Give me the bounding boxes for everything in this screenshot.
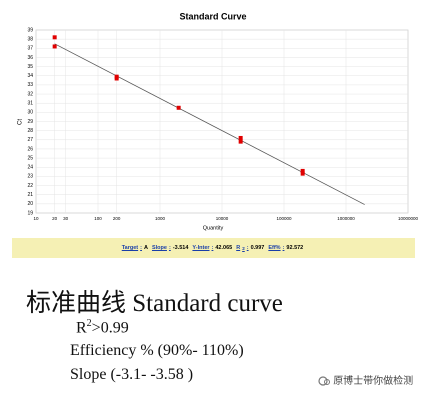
x-tick-label: 10000000	[398, 216, 419, 221]
y-tick-label: 38	[27, 36, 33, 42]
chart-title: Standard Curve	[179, 11, 246, 21]
y-tick-label: 24	[27, 165, 33, 171]
data-point	[176, 105, 181, 110]
y-tick-label: 21	[27, 192, 33, 198]
y-tick-label: 31	[27, 101, 33, 107]
data-point	[238, 139, 243, 144]
x-tick-label: 200	[113, 216, 121, 221]
data-point	[52, 44, 57, 49]
y-tick-label: 19	[27, 210, 33, 216]
y-tick-label: 32	[27, 91, 33, 97]
stat-label: Target	[121, 245, 139, 251]
data-point	[300, 171, 305, 176]
watermark-icon	[318, 376, 330, 386]
fit-line	[54, 43, 365, 205]
slope-criterion: Slope (-3.1- -3.58 )	[70, 366, 194, 383]
heading: 标准曲线 Standard curve	[26, 290, 283, 317]
y-tick-label: 36	[27, 55, 33, 61]
efficiency-criterion: Efficiency % (90%- 110%)	[70, 342, 244, 359]
stat-value: 92.572	[286, 245, 304, 251]
separator: :	[246, 245, 249, 251]
stat-label: Eff%	[268, 245, 281, 251]
stat-value: A	[143, 245, 148, 251]
data-point	[238, 135, 243, 140]
separator: :	[168, 245, 171, 251]
x-tick-label: 10000	[216, 216, 229, 221]
data-point	[52, 35, 57, 40]
x-tick-label: 30	[63, 216, 69, 221]
stat-label-sup: 2	[242, 245, 245, 251]
y-axis-label: Ct	[18, 119, 24, 125]
stat-label: Y-Inter	[192, 245, 210, 251]
separator: :	[211, 245, 214, 251]
y-tick-label: 37	[27, 46, 33, 52]
data-point	[114, 76, 119, 81]
y-tick-label: 30	[27, 110, 33, 116]
x-axis-label: Quantity	[203, 225, 224, 231]
stat-value: 0.997	[250, 245, 265, 251]
x-tick-label: 1000	[155, 216, 166, 221]
y-tick-label: 23	[27, 174, 33, 180]
separator: :	[140, 245, 142, 251]
stat-label: R	[236, 245, 241, 251]
x-tick-label: 10	[33, 216, 39, 221]
y-tick-label: 20	[27, 201, 33, 207]
y-tick-label: 25	[27, 155, 33, 161]
y-tick-label: 26	[27, 146, 33, 152]
y-tick-label: 22	[27, 183, 33, 189]
r2-criterion: R2>0.99	[76, 318, 129, 337]
y-tick-label: 35	[27, 64, 33, 70]
stats-bar: Target: A Slope: -3.514 Y-Inter:42.065 R 2:0.9…	[12, 238, 415, 258]
separator: :	[282, 245, 285, 251]
r2-sup: 2	[86, 318, 92, 329]
y-tick-label: 28	[27, 128, 33, 134]
data-point	[300, 168, 305, 173]
r2-base: R	[76, 319, 87, 337]
y-tick-label: 27	[27, 137, 33, 143]
watermark: 原博士带你做检测	[318, 372, 413, 387]
y-tick-label: 34	[27, 73, 33, 79]
x-tick-label: 100000	[276, 216, 292, 221]
stat-value: -3.514	[172, 245, 189, 251]
stat-value: 42.065	[215, 245, 233, 251]
y-tick-label: 39	[27, 27, 33, 33]
x-tick-label: 1000000	[337, 216, 355, 221]
x-tick-label: 20	[52, 216, 58, 221]
chart: Standard Curve Quantity Ct 19 20 21 22 23 24 2…	[18, 11, 419, 231]
x-tick-label: 100	[94, 216, 102, 221]
watermark-text: 原博士带你做检测	[333, 376, 414, 387]
y-tick-label: 29	[27, 119, 33, 125]
stat-label: Slope	[151, 245, 167, 251]
r2-rest: >0.99	[91, 319, 129, 337]
y-tick-label: 33	[27, 82, 33, 88]
